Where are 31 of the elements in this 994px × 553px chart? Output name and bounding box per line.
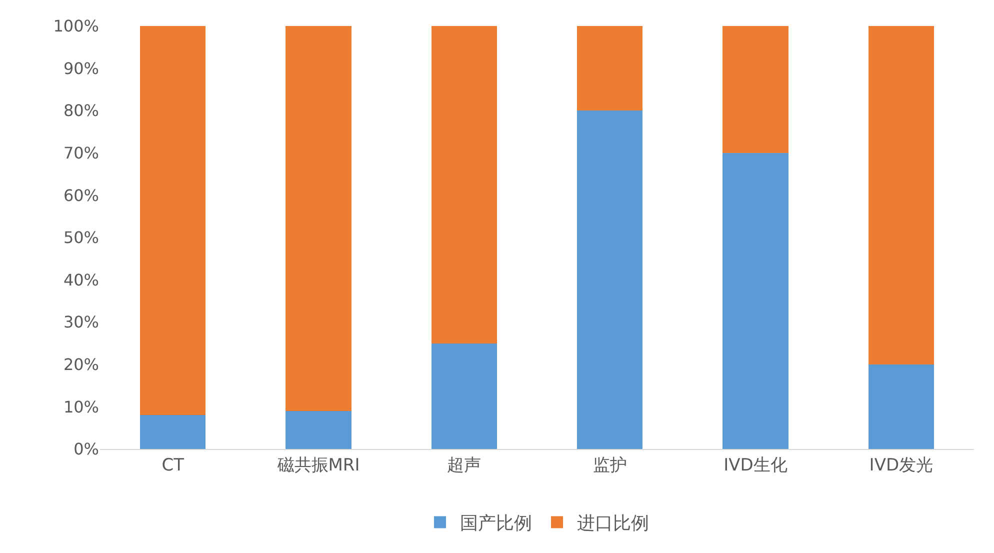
bar <box>577 110 643 449</box>
y-tick-label: 0% <box>74 440 99 459</box>
bar <box>431 343 497 449</box>
y-tick-label: 90% <box>63 58 99 78</box>
x-tick-label: IVD发光 <box>869 455 934 476</box>
bar <box>431 26 497 344</box>
x-tick-label: IVD生化 <box>724 455 788 476</box>
y-tick-label: 40% <box>63 270 99 290</box>
y-tick-label: 10% <box>63 397 99 416</box>
y-tick-label: 50% <box>63 228 99 248</box>
y-tick-label: 60% <box>63 186 99 205</box>
y-tick-label: 30% <box>63 312 99 332</box>
x-tick-label: CT <box>162 455 185 476</box>
legend-label: 进口比例 <box>577 513 649 534</box>
bar <box>577 26 643 111</box>
x-tick-label: 超声 <box>447 455 482 476</box>
bar <box>868 26 934 364</box>
y-tick-label: 80% <box>63 101 99 120</box>
y-tick-label: 100% <box>53 16 99 36</box>
x-tick-label: 监护 <box>592 455 627 476</box>
bar <box>140 26 206 416</box>
bar <box>868 364 934 449</box>
bar <box>140 415 206 449</box>
bar <box>722 152 788 449</box>
legend-label: 国产比例 <box>460 513 532 534</box>
bar <box>722 26 788 153</box>
y-tick-label: 20% <box>63 355 99 374</box>
x-tick-label: 磁共振MRI <box>276 455 360 476</box>
y-tick-label: 70% <box>63 144 99 162</box>
bar <box>286 26 352 411</box>
bar <box>286 410 352 449</box>
